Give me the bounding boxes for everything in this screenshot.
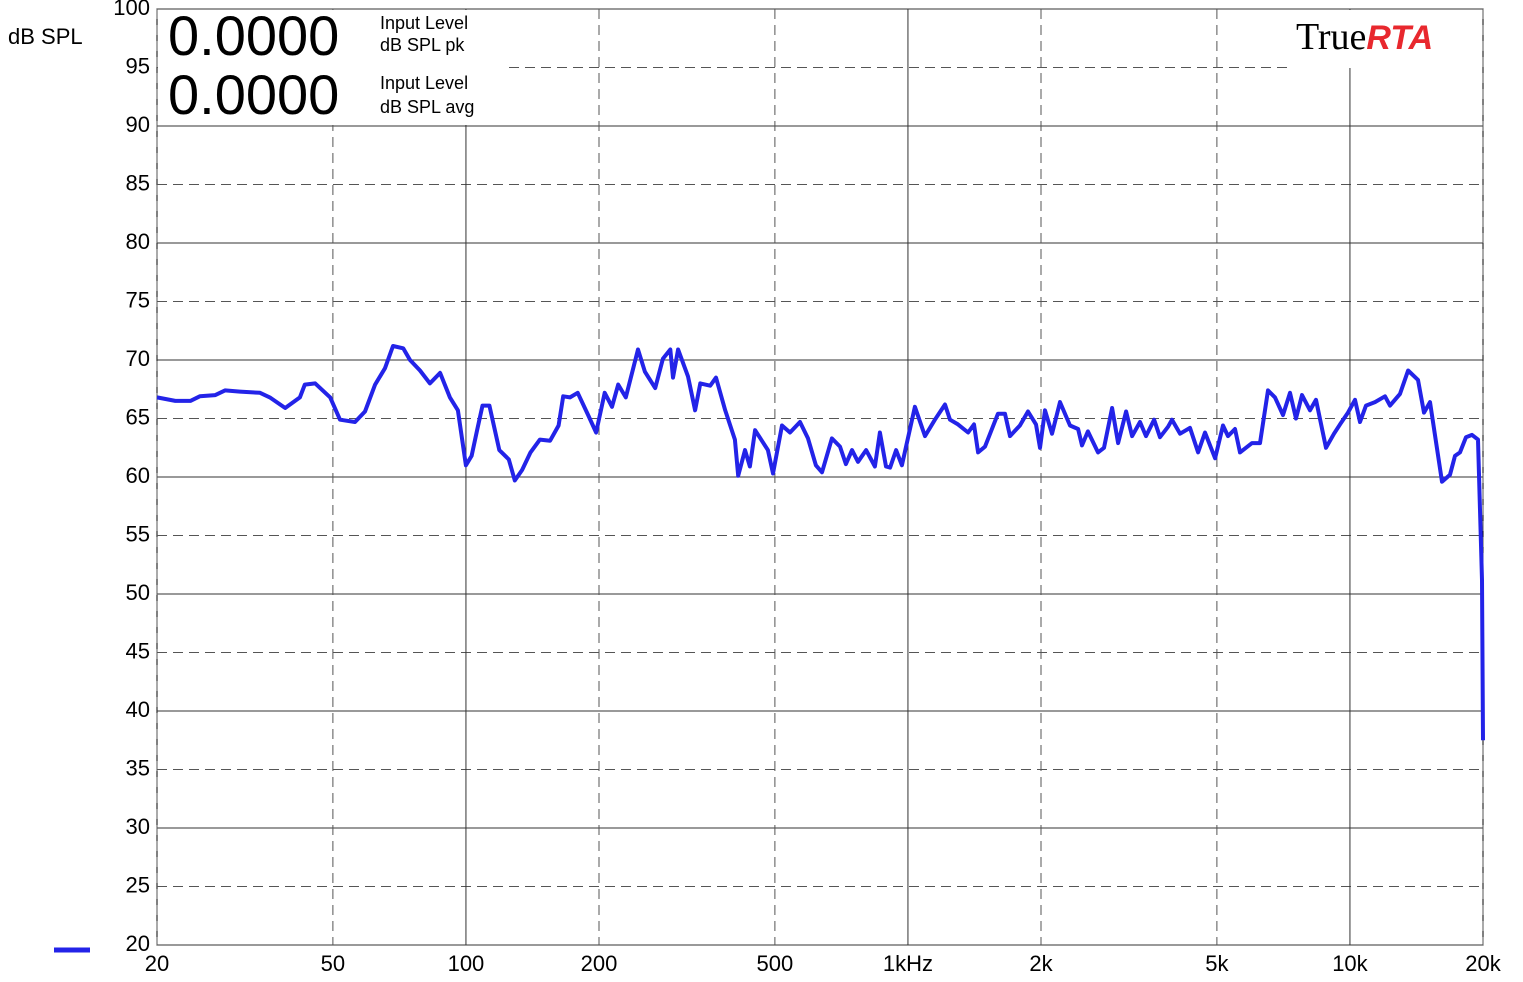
y-tick-label: 70 <box>126 346 150 371</box>
logo: TrueRTA <box>1296 16 1433 58</box>
readout-label: Input Level <box>380 73 468 93</box>
x-tick-label: 5k <box>1205 951 1229 976</box>
readout-value: 0.0000 <box>168 4 339 67</box>
y-tick-label: 30 <box>126 814 150 839</box>
x-tick-label: 200 <box>581 951 618 976</box>
y-tick-label: 60 <box>126 463 150 488</box>
y-tick-label: 20 <box>126 931 150 956</box>
x-tick-label: 50 <box>321 951 345 976</box>
curve-layer <box>156 344 1485 741</box>
y-tick-label: 25 <box>126 872 150 897</box>
y-tick-label: 45 <box>126 638 150 663</box>
y-tick-label: 80 <box>126 229 150 254</box>
y-tick-label: 85 <box>126 170 150 195</box>
y-tick-label: 55 <box>126 521 150 546</box>
y-tick-label: 90 <box>126 112 150 137</box>
y-tick-label: 95 <box>126 53 150 78</box>
x-tick-label: 10k <box>1332 951 1368 976</box>
spectrum-line <box>156 344 1485 741</box>
readout-value: 0.0000 <box>168 63 339 126</box>
y-tick-label: 35 <box>126 755 150 780</box>
x-tick-label: 2k <box>1029 951 1053 976</box>
x-tick-label: 20 <box>145 951 169 976</box>
y-tick-label: 75 <box>126 287 150 312</box>
readout-panel <box>158 10 505 125</box>
x-tick-label: 500 <box>757 951 794 976</box>
y-tick-label: 40 <box>126 697 150 722</box>
y-axis-label: dB SPL <box>8 24 83 49</box>
y-tick-label: 65 <box>126 404 150 429</box>
y-tick-label: 50 <box>126 580 150 605</box>
readout-label: Input Level <box>380 13 468 33</box>
y-tick-label: 100 <box>113 0 150 20</box>
logo-text: True <box>1296 16 1366 58</box>
logo-panel <box>1290 10 1482 68</box>
x-tick-label: 20k <box>1465 951 1501 976</box>
x-tick-label: 100 <box>448 951 485 976</box>
x-tick-label: 1kHz <box>883 951 933 976</box>
grid <box>156 8 1484 946</box>
readout-label: dB SPL avg <box>380 97 474 117</box>
readout-label: dB SPL pk <box>380 35 465 55</box>
logo-text: RTA <box>1366 19 1433 57</box>
